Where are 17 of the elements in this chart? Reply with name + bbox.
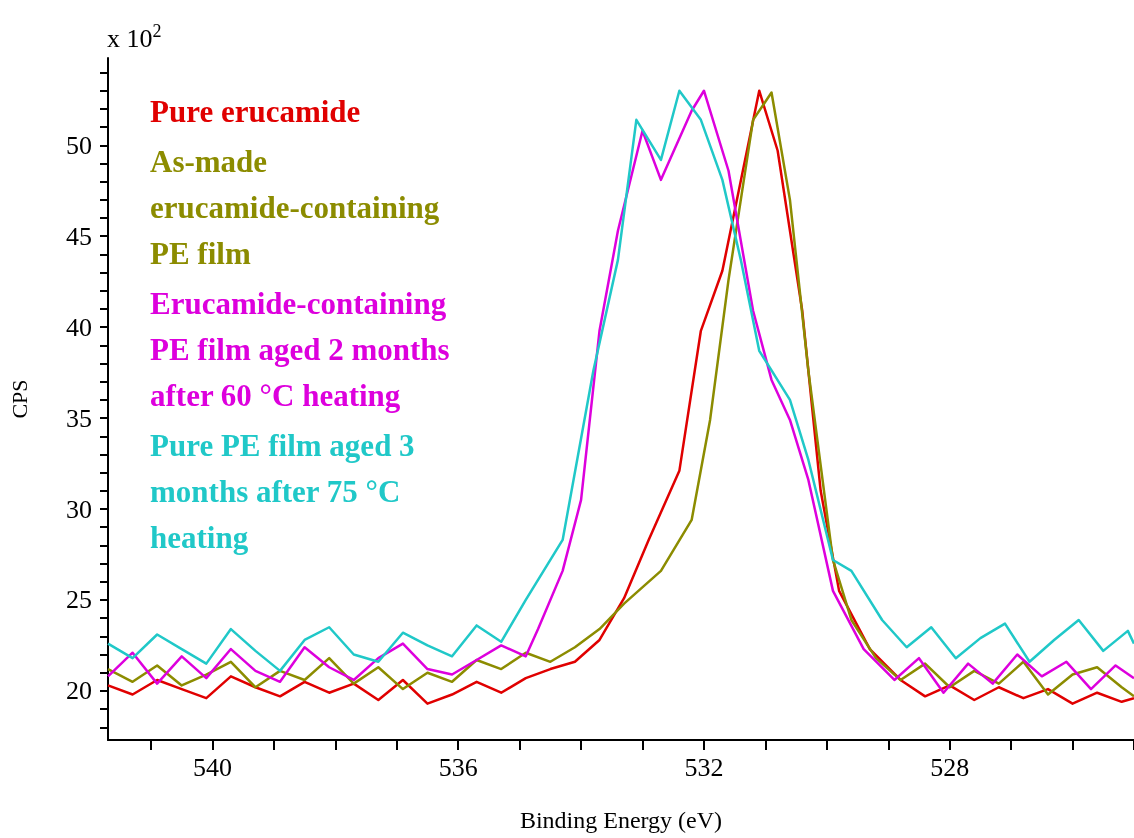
y-tick-label: 40 xyxy=(66,312,92,342)
x-tick-label: 528 xyxy=(930,752,970,782)
y-tick-label: 50 xyxy=(66,130,92,160)
x-axis-title: Binding Energy (eV) xyxy=(519,807,723,833)
text: Pure PE film aged 3 months after 75 °C heating xyxy=(150,427,423,555)
y-axis-title: CPS xyxy=(6,379,32,419)
y-tick-label: 30 xyxy=(66,494,92,524)
text: Erucamide-containing PE film aged 2 months after 60 °C heating xyxy=(150,285,458,413)
y-tick-label: 35 xyxy=(66,403,92,433)
text: As-made erucamide-containing PE film xyxy=(150,143,448,271)
y-tick-label: 25 xyxy=(66,585,92,615)
x-tick-label: 540 xyxy=(192,752,232,782)
text: Pure erucamide xyxy=(150,93,361,129)
y-tick-label: 45 xyxy=(66,221,92,251)
x-tick-label: 536 xyxy=(438,752,478,782)
y-tick-label: 20 xyxy=(66,676,92,706)
x-tick-label: 532 xyxy=(684,752,724,782)
